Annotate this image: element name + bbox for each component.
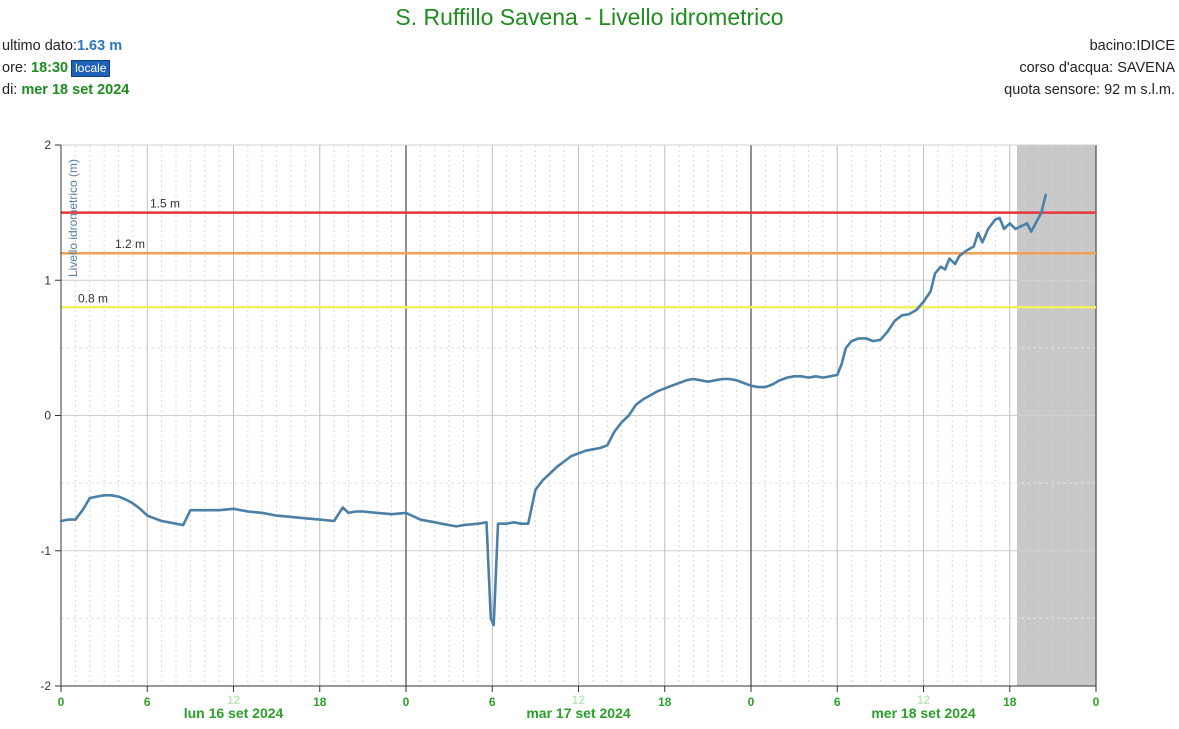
x-tick-label: 6 xyxy=(144,695,151,709)
date-value: mer 18 set 2024 xyxy=(21,82,130,98)
date-label: di: xyxy=(2,82,22,98)
x-tick-label: 0 xyxy=(58,695,65,709)
x-tick-label: 12 xyxy=(227,693,241,707)
x-tick-label: 6 xyxy=(489,695,496,709)
time-label: ore: xyxy=(2,60,32,76)
y-tick-label: 0 xyxy=(44,409,51,423)
x-day-label: lun 16 set 2024 xyxy=(184,705,284,721)
x-tick-label: 18 xyxy=(1003,695,1017,709)
threshold-label: 1.5 m xyxy=(150,197,180,211)
threshold-label: 1.2 m xyxy=(115,237,145,251)
river-info: corso d'acqua: SAVENA xyxy=(1019,60,1175,76)
x-day-label: mer 18 set 2024 xyxy=(871,705,976,721)
y-tick-label: 2 xyxy=(44,138,51,152)
date-row: di: mer 18 set 2024 xyxy=(2,82,129,98)
threshold-label: 0.8 m xyxy=(78,291,108,305)
series-line-water-level xyxy=(59,193,1047,627)
x-tick-label: 0 xyxy=(403,695,410,709)
y-axis-label: Livello idrometrico (m) xyxy=(66,159,80,277)
x-tick-label: 0 xyxy=(1093,695,1100,709)
x-tick-label: 12 xyxy=(917,693,931,707)
x-day-label: mar 17 set 2024 xyxy=(526,705,631,721)
x-tick-label: 0 xyxy=(748,695,755,709)
x-tick-label: 18 xyxy=(658,695,672,709)
time-row: ore: 18:30 locale xyxy=(2,60,111,77)
sensor-altitude-info: quota sensore: 92 m s.l.m. xyxy=(1004,82,1175,98)
y-tick-label: -2 xyxy=(40,679,51,693)
y-tick-label: 1 xyxy=(44,273,51,287)
x-tick-label: 12 xyxy=(572,693,586,707)
x-tick-label: 18 xyxy=(313,695,327,709)
last-value-label: ultimo dato: xyxy=(2,38,77,54)
locale-toggle[interactable]: locale xyxy=(71,60,111,77)
page-title: S. Ruffillo Savena - Livello idrometrico xyxy=(395,4,784,30)
basin-info: bacino:IDICE xyxy=(1089,38,1175,54)
last-value: 1.63 m xyxy=(76,38,123,54)
x-tick-label: 6 xyxy=(834,695,841,709)
time-value: 18:30 xyxy=(31,60,69,76)
last-value-row: ultimo dato:1.63 m xyxy=(2,38,122,54)
y-tick-label: -1 xyxy=(40,544,51,558)
